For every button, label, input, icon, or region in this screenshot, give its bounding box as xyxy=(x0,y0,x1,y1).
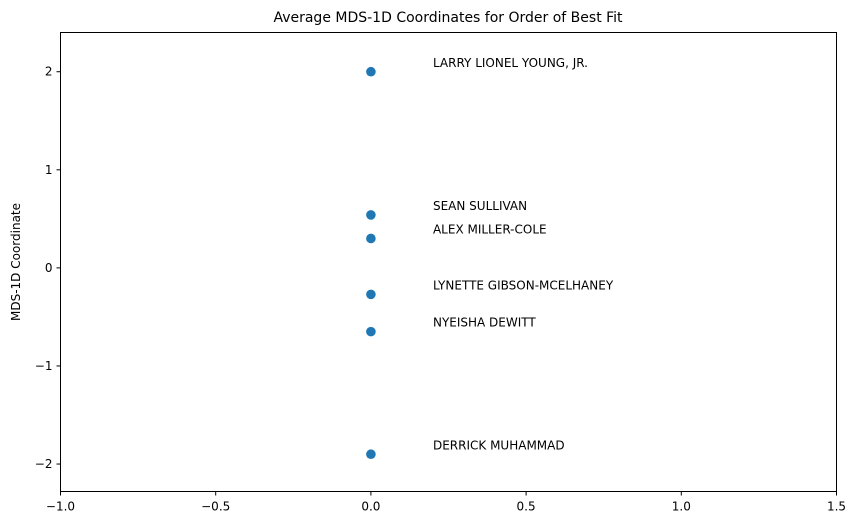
x-tick-label: 0.5 xyxy=(517,500,536,514)
y-tick-label: −1 xyxy=(35,359,53,373)
y-axis-label: MDS-1D Coordinate xyxy=(9,203,23,321)
data-point xyxy=(366,449,376,460)
point-label: LYNETTE GIBSON-MCELHANEY xyxy=(433,278,614,292)
x-axis: −1.0 −0.5 0.0 0.5 1.0 1.5 xyxy=(46,491,846,514)
y-axis: 2 1 0 −1 −2 xyxy=(35,65,61,471)
data-point xyxy=(366,233,376,244)
chart-title: Average MDS-1D Coordinates for Order of … xyxy=(273,10,623,26)
x-tick-label: 0.0 xyxy=(361,500,380,514)
point-label: LARRY LIONEL YOUNG, JR. xyxy=(433,56,588,70)
x-tick-label: −1.0 xyxy=(46,500,75,514)
data-point xyxy=(366,326,376,337)
point-label: DERRICK MUHAMMAD xyxy=(433,438,565,452)
point-label: SEAN SULLIVAN xyxy=(433,199,527,213)
y-tick-label: −2 xyxy=(35,457,53,471)
y-tick-label: 2 xyxy=(45,65,53,79)
data-point xyxy=(366,289,376,300)
data-points xyxy=(366,66,376,460)
x-tick-label: 1.0 xyxy=(672,500,691,514)
data-point xyxy=(366,66,376,77)
point-annotations: LARRY LIONEL YOUNG, JR. SEAN SULLIVAN ALEX… xyxy=(433,56,614,453)
data-point xyxy=(366,210,376,220)
x-tick-label: 1.5 xyxy=(827,500,846,514)
plot-area xyxy=(60,32,837,492)
y-tick-label: 1 xyxy=(45,163,53,177)
x-tick-label: −0.5 xyxy=(201,500,230,514)
y-tick-label: 0 xyxy=(45,261,53,275)
point-label: ALEX MILLER-COLE xyxy=(433,223,547,237)
point-label: NYEISHA DEWITT xyxy=(433,316,536,330)
